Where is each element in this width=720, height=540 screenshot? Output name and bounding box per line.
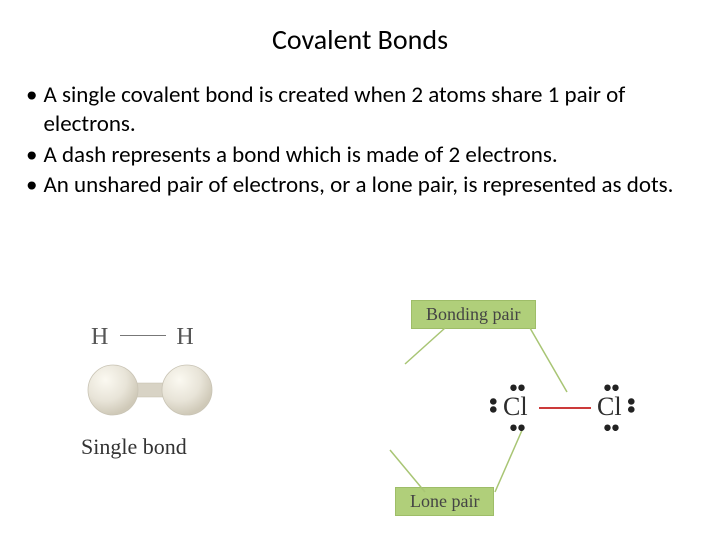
bullet-text: An unshared pair of electrons, or a lone…: [43, 171, 694, 200]
bullet-item: • A single covalent bond is created when…: [26, 81, 694, 139]
lone-pair-dots-icon: ••: [509, 384, 525, 390]
bullet-text: A dash represents a bond which is made o…: [43, 141, 694, 170]
slide-title: Covalent Bonds: [22, 22, 698, 57]
bullet-list: • A single covalent bond is created when…: [26, 81, 694, 200]
lone-pair-dots-icon: ••: [509, 424, 525, 430]
cl2-lewis: Cl •• •• •• Cl •• •• ••: [475, 382, 705, 432]
bond-dash-icon: [120, 335, 166, 336]
bullet-item: • An unshared pair of electrons, or a lo…: [26, 171, 694, 200]
figure-caption: Single bond: [81, 434, 285, 460]
bullet-item: • A dash represents a bond which is made…: [26, 141, 694, 170]
lone-pair-dots-icon: ••: [629, 397, 635, 413]
hh-molecule-icon: [81, 361, 285, 424]
slide: Covalent Bonds • A single covalent bond …: [0, 0, 720, 540]
lone-pair-dots-icon: ••: [603, 424, 619, 430]
bullet-dot-icon: •: [26, 141, 43, 170]
figure-lewis-structure: Bonding pair Lone pair Cl •• •• ••: [345, 300, 705, 520]
hh-structural-formula: H H: [91, 324, 285, 351]
atom-label: H: [91, 324, 110, 350]
figures-area: H H Single b: [0, 300, 720, 520]
atom-label: H: [176, 324, 195, 350]
bullet-text: A single covalent bond is created when 2…: [43, 81, 694, 139]
figure-single-bond: H H Single b: [85, 324, 285, 460]
lone-pair-dots-icon: ••: [491, 397, 497, 413]
bullet-dot-icon: •: [26, 81, 43, 139]
bullet-dot-icon: •: [26, 171, 43, 200]
lone-pair-dots-icon: ••: [603, 384, 619, 390]
bond-line-icon: [539, 407, 591, 409]
